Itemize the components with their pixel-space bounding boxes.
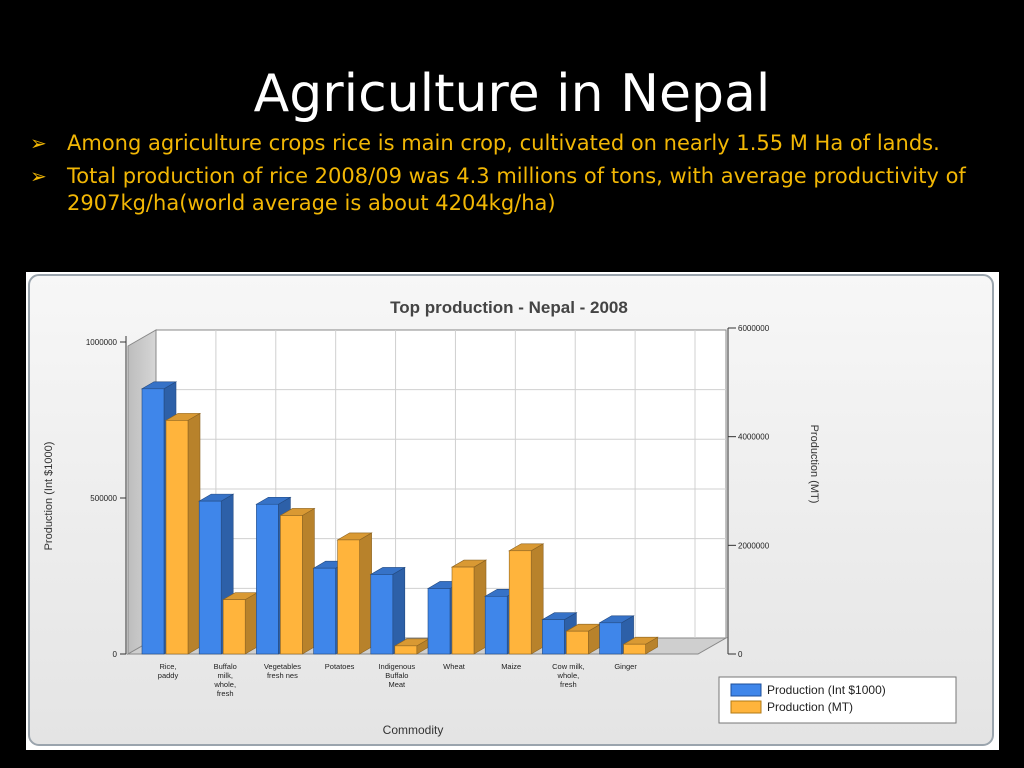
bar-series1 [599,622,622,655]
bar-series1 [427,588,451,655]
bar-series2-side [359,532,372,655]
bar-series2-side [187,412,201,655]
slide-title: Agriculture in Nepal [253,64,771,124]
bar-series2 [451,566,475,655]
bar-series1 [313,567,336,655]
left-axis-title: Production (Int $1000) [43,442,55,551]
x-axis-title: Commodity [383,723,444,737]
bar-series1 [484,595,508,655]
legend-label-series2: Production (MT) [767,700,853,714]
bar-series2 [508,550,532,655]
bar-series2-side [244,592,258,655]
legend-swatch-series1 [730,683,762,697]
bullet-text: Total production of rice 2008/09 was 4.3… [67,164,966,215]
category-label: Vegetables fresh nes [264,662,301,680]
category-label: Buffalo milk, whole, fresh [213,662,236,698]
category-label: Potatoes [325,662,355,671]
right-axis-tick-label: 4000000 [738,433,770,442]
bar-series1 [542,619,565,655]
right-axis-tick-label: 6000000 [738,324,770,333]
bullet-item: ➢ Total production of rice 2008/09 was 4… [30,163,990,217]
category-label: Cow milk, whole, fresh [552,662,585,689]
left-axis-tick-label: 1000000 [86,338,118,347]
left-axis-tick-label: 0 [113,650,118,659]
bullet-item: ➢ Among agriculture crops rice is main c… [30,130,990,157]
production-chart: 0 500000 1000000 Production (Int $1000) 0 200… [28,274,994,746]
arrow-bullet-icon: ➢ [30,131,47,155]
legend-swatch-series2 [730,700,762,714]
category-label: Wheat [443,662,466,671]
bar-series2 [280,515,303,655]
category-label: Indigenous Buffalo Meat [378,662,415,689]
bar-series2 [394,645,418,655]
bullet-list: ➢ Among agriculture crops rice is main c… [30,130,990,223]
bar-series2-side [530,543,544,655]
category-label: Rice, paddy [158,662,179,680]
bar-series2 [165,420,189,655]
bullet-text: Among agriculture crops rice is main cro… [67,131,940,155]
bar-series2 [337,539,360,655]
right-axis-title: Production (MT) [808,425,820,504]
right-axis-tick-label: 0 [738,650,743,659]
bar-series1 [256,503,279,655]
arrow-bullet-icon: ➢ [30,164,47,188]
bar-series1 [141,388,165,655]
chart-frame: 0 500000 1000000 Production (Int $1000) 0 200… [26,272,999,750]
bar-series2 [566,630,589,655]
chart-title: Top production - Nepal - 2008 [390,298,628,317]
legend-label-series1: Production (Int $1000) [767,683,886,697]
bar-series2-side [473,559,487,655]
bar-series2 [623,643,646,655]
category-label: Ginger [614,662,637,671]
category-label: Maize [501,662,521,671]
bar-series2 [222,599,246,655]
bar-series1 [198,500,222,655]
bar-series2-side [302,507,315,655]
right-axis-tick-label: 2000000 [738,541,770,550]
left-axis-tick-label: 500000 [90,494,117,503]
bar-series1 [370,574,394,655]
